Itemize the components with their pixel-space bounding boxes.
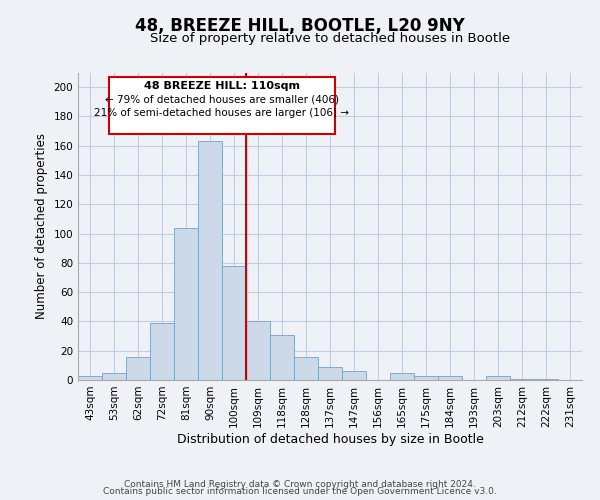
Text: 48 BREEZE HILL: 110sqm: 48 BREEZE HILL: 110sqm	[144, 82, 300, 92]
Bar	[390, 372, 414, 380]
Bar	[510, 378, 534, 380]
Text: Contains public sector information licensed under the Open Government Licence v3: Contains public sector information licen…	[103, 488, 497, 496]
Bar	[126, 356, 150, 380]
Bar	[438, 376, 462, 380]
Bar	[246, 322, 270, 380]
Title: Size of property relative to detached houses in Bootle: Size of property relative to detached ho…	[150, 32, 510, 45]
Bar	[222, 266, 246, 380]
Bar	[342, 371, 366, 380]
Bar	[198, 142, 222, 380]
Bar	[534, 378, 558, 380]
Bar	[294, 356, 318, 380]
Bar	[318, 367, 342, 380]
Text: 21% of semi-detached houses are larger (106) →: 21% of semi-detached houses are larger (…	[95, 108, 349, 118]
Bar	[78, 376, 102, 380]
Text: ← 79% of detached houses are smaller (406): ← 79% of detached houses are smaller (40…	[105, 94, 339, 104]
Bar	[270, 334, 294, 380]
Bar	[174, 228, 198, 380]
Text: 48, BREEZE HILL, BOOTLE, L20 9NY: 48, BREEZE HILL, BOOTLE, L20 9NY	[135, 18, 465, 36]
Y-axis label: Number of detached properties: Number of detached properties	[35, 133, 48, 320]
Bar	[150, 323, 174, 380]
Bar	[486, 376, 510, 380]
Bar	[102, 372, 126, 380]
X-axis label: Distribution of detached houses by size in Bootle: Distribution of detached houses by size …	[176, 432, 484, 446]
Bar	[414, 376, 438, 380]
Text: Contains HM Land Registry data © Crown copyright and database right 2024.: Contains HM Land Registry data © Crown c…	[124, 480, 476, 489]
FancyBboxPatch shape	[109, 77, 335, 134]
